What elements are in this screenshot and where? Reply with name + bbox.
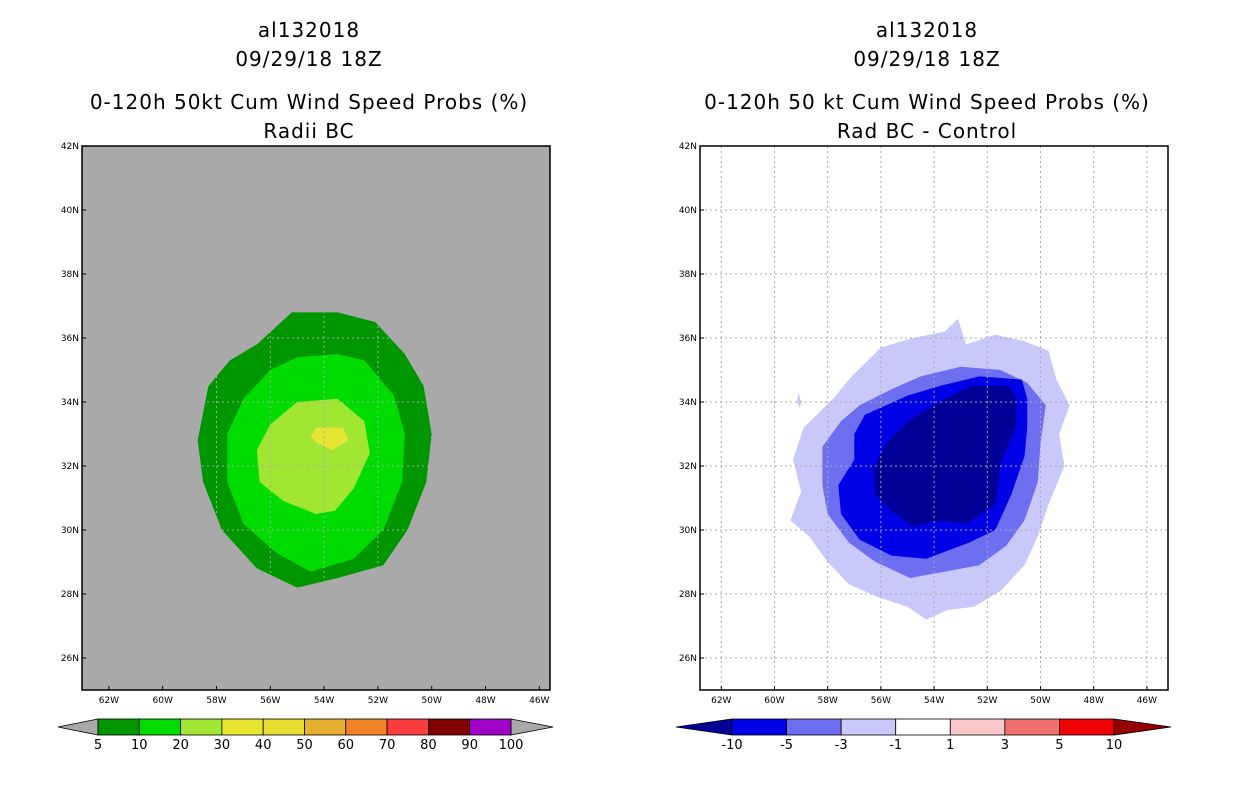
left-chart-panel: al132018 09/29/18 18Z 0-120h 50kt Cum Wi… — [57, 18, 554, 753]
colorbar-label-6: 60 — [338, 738, 355, 753]
right-subtitle: Rad BC - Control — [836, 119, 1018, 143]
y-tick-label-8: 26N — [61, 654, 79, 664]
y-tick-label-3: 36N — [679, 334, 697, 344]
x-tick-label-8: 46W — [529, 696, 549, 706]
right-chart-panel: al132018 09/29/18 18Z 0-120h 50 kt Cum W… — [618, 0, 1236, 800]
x-tick-label-7: 48W — [1084, 696, 1104, 706]
left-map-plot: 62W 60W 58W 56W 54W 52W 50W 48W 46W 42N 40N 38N 36N 3… — [57, 142, 554, 753]
y-tick-label-8: 26N — [679, 654, 697, 664]
y-tick-label-5: 32N — [679, 462, 697, 472]
colorbar-swatch-5 — [304, 718, 347, 736]
colorbar-swatch-9 — [469, 718, 512, 736]
left-title: 0-120h 50kt Cum Wind Speed Probs (%) — [89, 90, 529, 114]
y-tick-label-4: 34N — [61, 398, 79, 408]
colorbar-end-high — [510, 718, 554, 736]
colorbar-label-7: 10 — [1106, 738, 1123, 753]
x-tick-label-1: 60W — [764, 696, 784, 706]
colorbar-swatch-4 — [262, 718, 305, 736]
colorbar-swatch-1 — [786, 718, 842, 736]
colorbar-swatch-2 — [180, 718, 223, 736]
colorbar-label-8: 80 — [420, 738, 437, 753]
contour-level-3 — [310, 427, 349, 450]
y-tick-label-3: 36N — [61, 334, 79, 344]
contour-layer — [197, 312, 432, 588]
y-tick-label-6: 30N — [679, 526, 697, 536]
colorbar-swatch-6 — [345, 718, 388, 736]
colorbar-label-10: 100 — [499, 738, 524, 753]
x-tick-label-5: 52W — [368, 696, 388, 706]
colorbar-label-5: 3 — [1001, 738, 1009, 753]
y-tick-label-7: 28N — [61, 590, 79, 600]
right-title: 0-120h 50 kt Cum Wind Speed Probs (%) — [704, 90, 1150, 114]
x-tick-label-2: 58W — [818, 696, 838, 706]
colorbar-label-0: 5 — [94, 738, 102, 753]
colorbar-swatch-7 — [386, 718, 429, 736]
colorbar-label-3: -1 — [889, 738, 902, 753]
colorbar-swatch-5 — [1004, 718, 1060, 736]
x-tick-label-0: 62W — [711, 696, 731, 706]
colorbar-label-3: 30 — [214, 738, 231, 753]
x-tick-label-6: 50W — [422, 696, 442, 706]
colorbar-swatch-2 — [840, 718, 897, 736]
colorbar-end-low — [675, 718, 733, 736]
x-tick-label-6: 50W — [1030, 696, 1050, 706]
colorbar-label-1: -5 — [780, 738, 793, 753]
left-subtitle: Radii BC — [263, 119, 355, 143]
colorbar-label-4: 1 — [946, 738, 954, 753]
y-tick-label-1: 40N — [679, 206, 697, 216]
x-tick-label-7: 48W — [475, 696, 495, 706]
colorbar-swatch-8 — [427, 718, 471, 736]
contour-level-3 — [872, 386, 1017, 527]
y-tick-label-7: 28N — [679, 590, 697, 600]
contour-level-4 — [797, 392, 802, 409]
x-tick-label-5: 52W — [977, 696, 997, 706]
colorbar-label-7: 70 — [379, 738, 396, 753]
colorbar-swatch-3 — [221, 718, 264, 736]
colorbar-end-high — [1113, 718, 1172, 736]
y-tick-label-0: 42N — [61, 142, 79, 152]
y-tick-label-5: 32N — [61, 462, 79, 472]
contour-level-2 — [256, 398, 370, 514]
colorbar-swatch-0 — [731, 718, 787, 736]
colorbar-swatch-0 — [97, 718, 140, 736]
y-tick-label-2: 38N — [61, 270, 79, 280]
colorbar-label-0: -10 — [721, 738, 742, 753]
x-tick-label-2: 58W — [206, 696, 226, 706]
colorbar-swatch-6 — [1059, 718, 1115, 736]
colorbar-swatch-1 — [138, 718, 182, 736]
plot-frame — [81, 145, 551, 691]
x-tick-label-4: 54W — [314, 696, 334, 706]
colorbar-end-low — [57, 718, 99, 736]
x-tick-label-0: 62W — [99, 696, 119, 706]
x-tick-label-1: 60W — [153, 696, 173, 706]
x-tick-label-3: 56W — [260, 696, 280, 706]
contour-layer — [790, 318, 1070, 620]
right-map-plot: 62W 60W 58W 56W 54W 52W 50W 48W 46W 42N 40N 38N 36N 3… — [675, 142, 1172, 753]
colorbar-label-1: 10 — [131, 738, 148, 753]
x-tick-label-4: 54W — [924, 696, 944, 706]
colorbar-label-4: 40 — [255, 738, 272, 753]
y-tick-label-2: 38N — [679, 270, 697, 280]
right-datetime: 09/29/18 18Z — [853, 47, 1001, 71]
left-storm-id: al132018 — [257, 18, 361, 42]
colorbar-label-2: -3 — [835, 738, 848, 753]
x-tick-label-8: 46W — [1137, 696, 1157, 706]
y-tick-label-4: 34N — [679, 398, 697, 408]
colorbar-swatch-3 — [895, 718, 951, 736]
y-tick-label-0: 42N — [679, 142, 697, 152]
colorbar-label-5: 50 — [296, 738, 313, 753]
colorbar-swatch-4 — [949, 718, 1006, 736]
x-tick-label-3: 56W — [871, 696, 891, 706]
y-tick-label-1: 40N — [61, 206, 79, 216]
colorbar-label-6: 5 — [1055, 738, 1063, 753]
left-datetime: 09/29/18 18Z — [235, 47, 383, 71]
colorbar-label-2: 20 — [172, 738, 189, 753]
colorbar-label-9: 90 — [461, 738, 478, 753]
right-storm-id: al132018 — [875, 18, 979, 42]
y-tick-label-6: 30N — [61, 526, 79, 536]
